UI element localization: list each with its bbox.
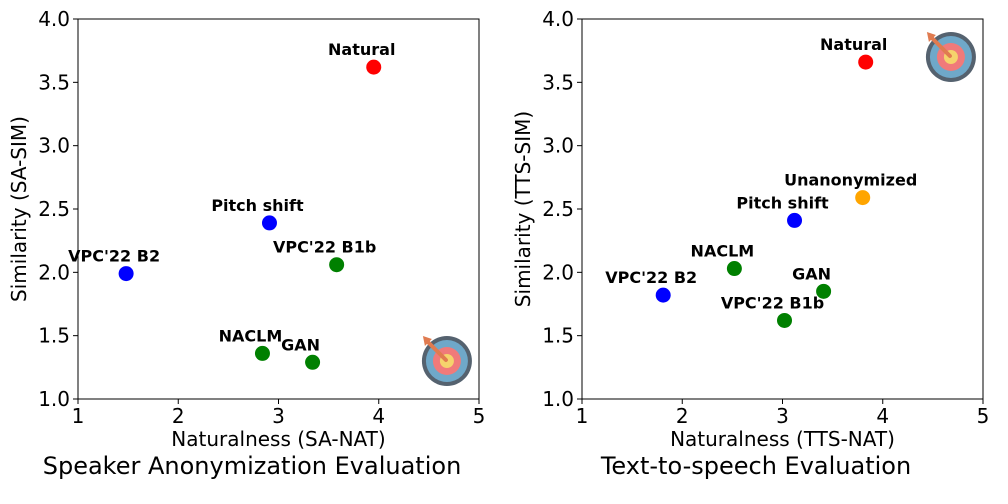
point-pitch-shift xyxy=(261,215,277,231)
y-tick-label: 3.5 xyxy=(542,70,574,94)
point-natural xyxy=(858,54,874,70)
point-label-unanonymized: Unanonymized xyxy=(784,171,917,190)
point-pitch-shift xyxy=(787,212,803,228)
point-label-pitch-shift: Pitch shift xyxy=(211,196,304,215)
y-axis-label: Similarity (SA-SIM) xyxy=(7,116,31,302)
target-icon xyxy=(421,336,472,386)
point-label-vpc-22-b1b: VPC'22 B1b xyxy=(721,293,824,312)
y-axis-label: Similarity (TTS-SIM) xyxy=(511,111,535,307)
y-tick-label: 3.0 xyxy=(542,134,574,158)
y-tick-label: 2.0 xyxy=(38,260,70,284)
y-tick-label: 4.0 xyxy=(542,7,574,31)
x-tick-label: 1 xyxy=(576,404,589,428)
y-tick-label: 3.0 xyxy=(38,134,70,158)
x-tick-label: 5 xyxy=(473,404,486,428)
point-label-naclm: NACLM xyxy=(691,242,755,261)
point-vpc-22-b1b xyxy=(777,312,793,328)
x-tick-label: 4 xyxy=(372,404,385,428)
tts-caption: Text-to-speech Evaluation xyxy=(600,452,912,480)
target-icon xyxy=(925,32,976,82)
sa-caption: Speaker Anonymization Evaluation xyxy=(42,452,462,480)
point-label-natural: Natural xyxy=(328,40,395,59)
tts-scatter-plot: 1 2 3 4 5 1.0 1.5 2.0 2.5 3.0 3.5 4.0 Naturalness (T… xyxy=(511,7,990,451)
target-arrow-shaft xyxy=(424,339,448,362)
x-tick-label: 4 xyxy=(876,404,889,428)
x-tick-label: 2 xyxy=(676,404,689,428)
point-gan xyxy=(816,283,832,299)
point-natural xyxy=(366,59,382,75)
x-axis-label: Naturalness (TTS-NAT) xyxy=(670,427,895,451)
point-label-naclm: NACLM xyxy=(219,326,283,345)
tts-evaluation-panel: 1 2 3 4 5 1.0 1.5 2.0 2.5 3.0 3.5 4.0 Naturalness (T… xyxy=(504,0,1008,504)
point-gan xyxy=(305,354,321,370)
y-tick-label: 2.5 xyxy=(38,197,70,221)
sa-evaluation-panel: 1 2 3 4 5 1.0 1.5 2.0 2.5 3.0 3.5 4.0 Naturalness (S… xyxy=(7,7,486,480)
y-tick-label: 1.0 xyxy=(542,387,574,411)
x-tick-label: 1 xyxy=(72,404,85,428)
y-tick-label: 3.5 xyxy=(38,70,70,94)
point-label-gan: GAN xyxy=(792,264,831,283)
y-tick-label: 1.5 xyxy=(542,324,574,348)
point-naclm xyxy=(726,261,742,277)
y-tick-label: 2.0 xyxy=(542,260,574,284)
y-tick-label: 2.5 xyxy=(542,197,574,221)
x-tick-label: 2 xyxy=(172,404,185,428)
point-label-vpc-22-b1b: VPC'22 B1b xyxy=(273,238,376,257)
point-label-vpc-22-b2: VPC'22 B2 xyxy=(68,247,160,266)
sa-scatter-plot: 1 2 3 4 5 1.0 1.5 2.0 2.5 3.0 3.5 4.0 Naturalness (S… xyxy=(7,7,486,451)
x-tick-label: 5 xyxy=(977,404,990,428)
x-axis-label: Naturalness (SA-NAT) xyxy=(171,427,385,451)
x-tick-label: 3 xyxy=(776,404,789,428)
point-vpc-22-b2 xyxy=(118,266,134,282)
point-vpc-22-b2 xyxy=(655,287,671,303)
point-label-natural: Natural xyxy=(820,35,887,54)
target-arrow-fletching xyxy=(926,32,936,42)
y-tick-label: 1.0 xyxy=(38,387,70,411)
point-unanonymized xyxy=(855,190,871,206)
point-label-gan: GAN xyxy=(281,335,320,354)
point-vpc-22-b1b xyxy=(329,257,345,273)
point-label-pitch-shift: Pitch shift xyxy=(736,193,829,212)
point-naclm xyxy=(254,345,270,361)
y-tick-label: 1.5 xyxy=(38,324,70,348)
point-label-vpc-22-b2: VPC'22 B2 xyxy=(605,268,697,287)
target-arrow-shaft xyxy=(928,35,952,58)
y-tick-label: 4.0 xyxy=(38,7,70,31)
x-tick-label: 3 xyxy=(272,404,285,428)
target-arrow-fletching xyxy=(422,336,432,346)
